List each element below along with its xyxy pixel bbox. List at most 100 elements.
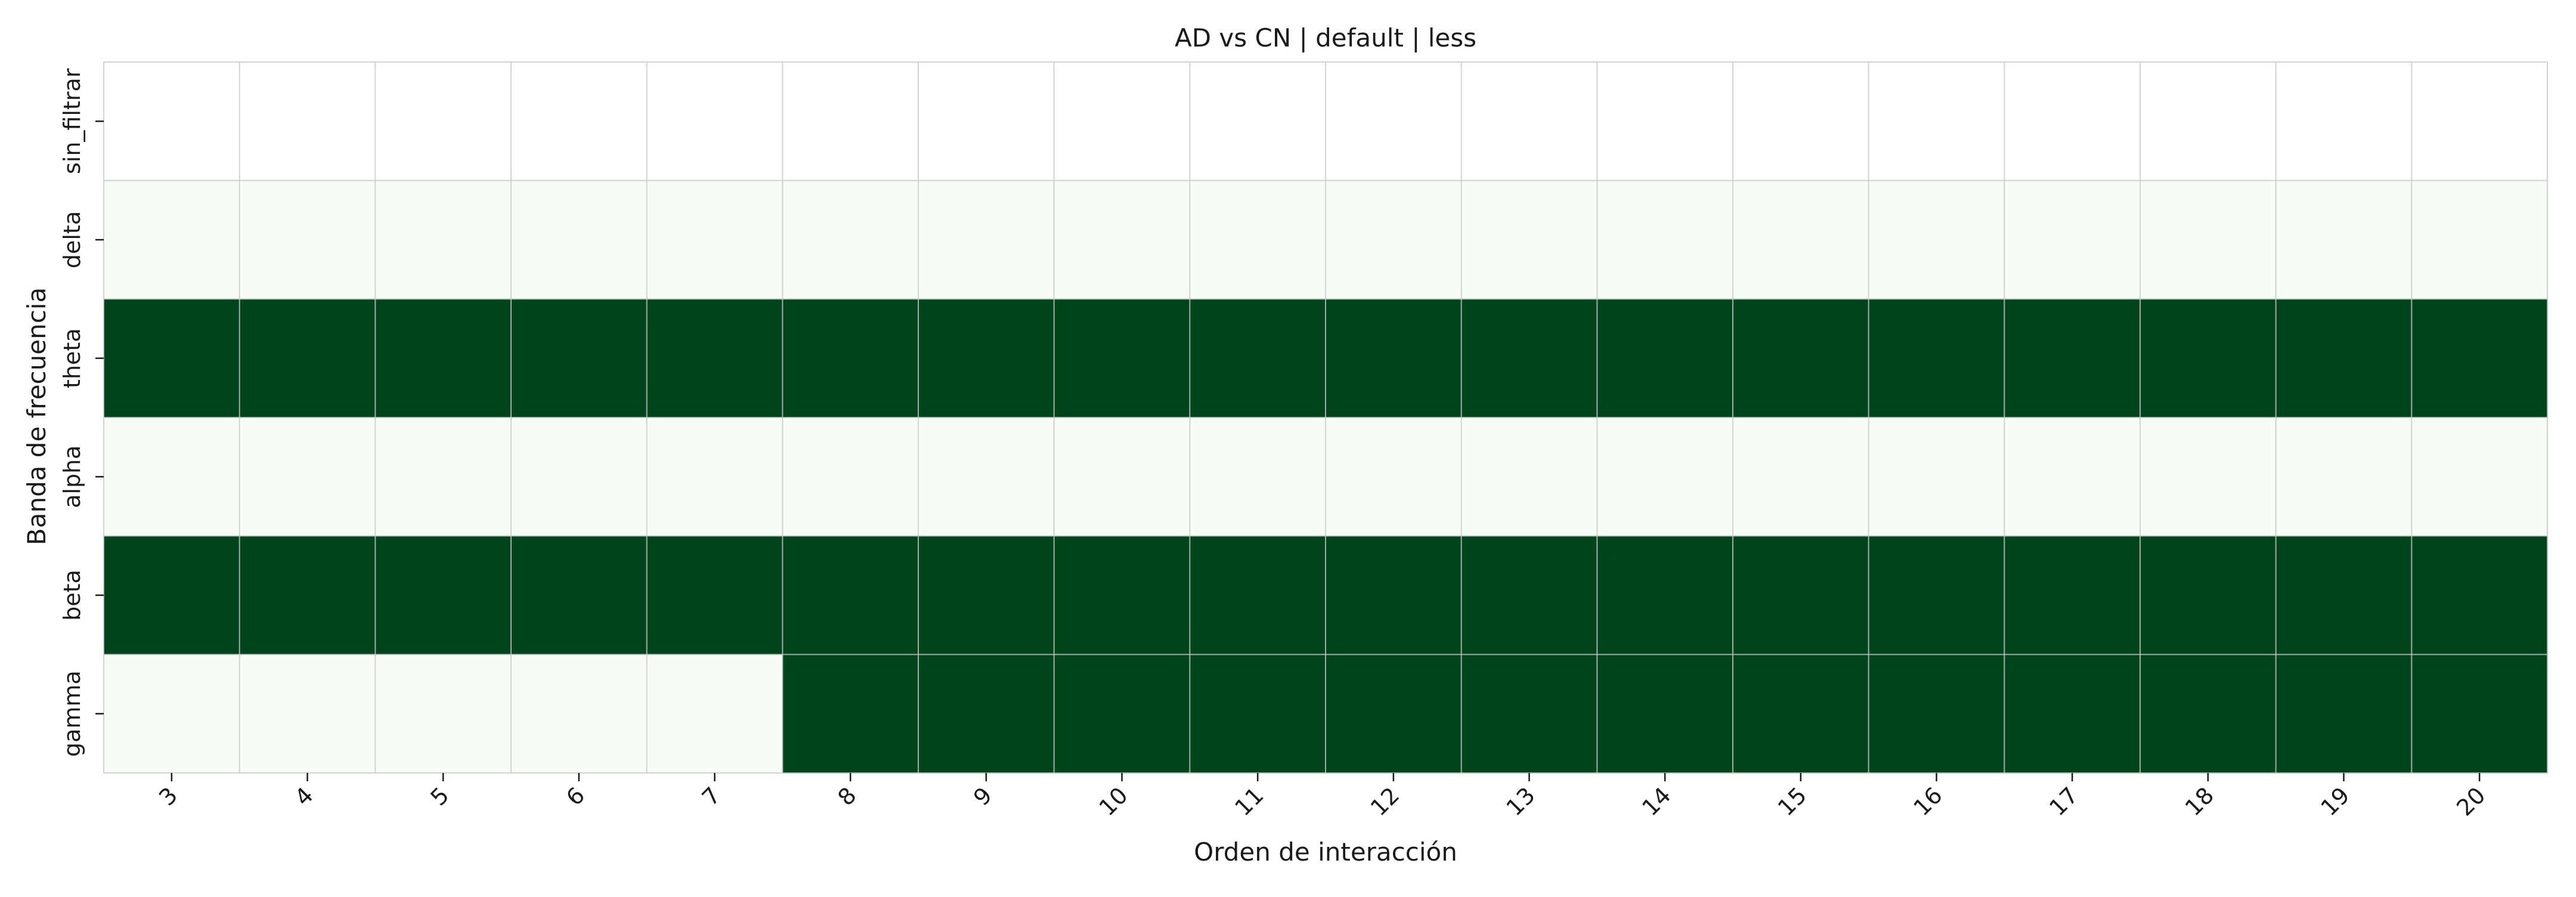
x-tick-label: 19 <box>2316 782 2355 821</box>
heatmap-cell <box>1326 299 1462 418</box>
heatmap-cell <box>1461 536 1597 655</box>
heatmap-cell <box>2004 299 2141 418</box>
heatmap-cell <box>782 417 919 537</box>
heatmap-cell <box>511 417 648 537</box>
y-tick-label: alpha <box>59 446 85 508</box>
heatmap-cell <box>1054 654 1190 774</box>
heatmap-cell <box>918 180 1055 299</box>
heatmap-cell <box>1597 536 1733 655</box>
heatmap-gridlines <box>103 61 2548 774</box>
heatmap-cell <box>918 62 1055 181</box>
heatmap-cell <box>1597 62 1733 181</box>
heatmap-cell <box>1868 654 2005 774</box>
heatmap-cell <box>239 654 376 774</box>
heatmap-cell <box>1054 299 1190 418</box>
heatmap-cell <box>1733 654 1869 774</box>
heatmap-cell <box>104 62 240 181</box>
heatmap-cell <box>2275 654 2412 774</box>
x-tick-label: 10 <box>1094 782 1133 821</box>
heatmap-cell <box>2140 62 2277 181</box>
heatmap-cell <box>239 417 376 537</box>
heatmap-cell <box>2140 536 2277 655</box>
x-tick-label: 13 <box>1501 782 1540 821</box>
heatmap-cell <box>2411 299 2548 418</box>
heatmap-cell <box>646 536 783 655</box>
heatmap-cell <box>1054 62 1190 181</box>
heatmap-cell <box>782 62 919 181</box>
x-axis: 3 4 5 6 7 8 9 10 11 12 13 14 15 16 17 18 19 20 <box>154 773 2491 821</box>
heatmap-cell <box>1597 180 1733 299</box>
heatmap-cell <box>1597 417 1733 537</box>
heatmap-cell <box>1461 62 1597 181</box>
x-tick-label: 6 <box>561 782 590 811</box>
heatmap-cell <box>1190 62 1326 181</box>
x-tick-label: 5 <box>425 782 454 811</box>
heatmap-cells <box>104 62 2548 774</box>
heatmap-cell <box>2275 299 2412 418</box>
x-tick-label: 11 <box>1230 782 1268 821</box>
x-tick-label: 9 <box>968 782 997 811</box>
heatmap-cell <box>104 180 240 299</box>
heatmap-cell <box>1326 62 1462 181</box>
heatmap-cell <box>2411 654 2548 774</box>
heatmap-cell <box>1190 417 1326 537</box>
x-tick-label: 15 <box>1773 782 1812 821</box>
heatmap-cell <box>782 536 919 655</box>
heatmap-cell <box>2004 417 2141 537</box>
heatmap-cell <box>2275 536 2412 655</box>
heatmap-cell <box>511 536 648 655</box>
heatmap-cell <box>646 180 783 299</box>
heatmap-cell <box>782 299 919 418</box>
heatmap-cell <box>918 417 1055 537</box>
heatmap-cell <box>646 417 783 537</box>
heatmap-cell <box>1733 299 1869 418</box>
heatmap-cell <box>1190 536 1326 655</box>
heatmap-cell <box>104 536 240 655</box>
heatmap-cell <box>511 299 648 418</box>
heatmap-cell <box>646 62 783 181</box>
heatmap-cell <box>2140 299 2277 418</box>
heatmap-cell <box>918 654 1055 774</box>
heatmap-cell <box>2411 62 2548 181</box>
heatmap-cell <box>1326 180 1462 299</box>
heatmap-cell <box>1054 417 1190 537</box>
y-tick-label: beta <box>59 570 85 621</box>
heatmap-cell <box>1461 417 1597 537</box>
heatmap-cell <box>2275 62 2412 181</box>
heatmap-cell <box>1326 654 1462 774</box>
heatmap-cell <box>1461 654 1597 774</box>
y-tick-label: gamma <box>59 670 85 757</box>
heatmap-cell <box>375 654 512 774</box>
heatmap-cell <box>2004 62 2141 181</box>
heatmap-cell <box>511 180 648 299</box>
heatmap-cell <box>1733 536 1869 655</box>
x-tick-label: 8 <box>832 782 861 811</box>
y-tick-label: delta <box>59 211 85 268</box>
x-tick-label: 18 <box>2180 782 2219 821</box>
heatmap-cell <box>1326 417 1462 537</box>
y-tick-label: sin_filtrar <box>59 68 85 174</box>
heatmap-cell <box>1190 654 1326 774</box>
heatmap-cell <box>239 62 376 181</box>
heatmap-cell <box>2004 654 2141 774</box>
heatmap-cell <box>2411 536 2548 655</box>
heatmap-cell <box>2004 180 2141 299</box>
heatmap-cell <box>2275 417 2412 537</box>
heatmap-cell <box>1054 536 1190 655</box>
heatmap-cell <box>239 180 376 299</box>
x-tick-label: 12 <box>1366 782 1404 821</box>
x-tick-label: 20 <box>2451 782 2490 821</box>
heatmap-cell <box>2140 654 2277 774</box>
heatmap-cell <box>2411 180 2548 299</box>
x-tick-label: 16 <box>1909 782 1948 821</box>
y-axis-label: Banda de frecuencia <box>22 287 51 545</box>
heatmap-cell <box>2140 180 2277 299</box>
heatmap-cell <box>1868 180 2005 299</box>
x-tick-label: 4 <box>290 782 318 811</box>
heatmap-cell <box>104 417 240 537</box>
heatmap-cell <box>104 654 240 774</box>
x-tick-label: 3 <box>154 782 182 811</box>
